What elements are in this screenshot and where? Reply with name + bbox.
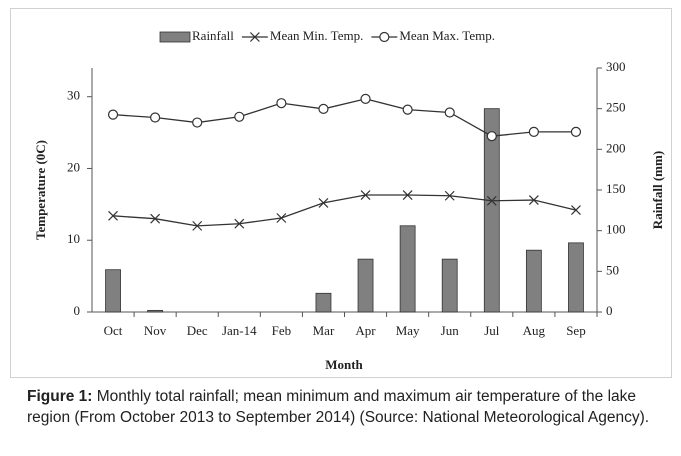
legend-label: Mean Min. Temp. (270, 28, 363, 43)
y-tick-label: 10 (67, 231, 80, 246)
marker (528, 126, 539, 137)
bar (105, 269, 121, 313)
x-tick-label: Sep (566, 323, 586, 338)
chart: Temperature (0C) Rainfall (mm) Month 0 10… (33, 28, 665, 372)
x-tick-label: Dec (187, 323, 208, 338)
bar (399, 225, 416, 313)
chart-frame (10, 8, 672, 378)
marker (318, 197, 329, 208)
line (112, 98, 576, 137)
y2-tick-label: 200 (606, 140, 626, 155)
y2-tick-label: 50 (606, 262, 619, 277)
y2-tick-label: 250 (606, 100, 626, 115)
marker (107, 109, 119, 120)
marker (150, 213, 161, 224)
x-tick-label: May (396, 323, 420, 338)
bar (483, 108, 500, 313)
y-tick-label: 0 (74, 303, 81, 318)
x-tick-label: Mar (313, 323, 335, 338)
x-axis-title: Month (325, 357, 363, 372)
marker (318, 103, 329, 115)
legend-label: Rainfall (192, 28, 234, 43)
caption-text: Monthly total rainfall; mean minimum and… (27, 388, 650, 426)
marker (192, 117, 203, 128)
y2-tick-label: 100 (606, 222, 626, 237)
y-tick-label: 30 (67, 88, 80, 103)
bar (568, 242, 584, 313)
marker (570, 126, 582, 137)
marker (360, 93, 371, 104)
marker (276, 98, 287, 109)
bar (315, 292, 332, 313)
marker (444, 190, 455, 201)
marker (444, 107, 455, 118)
x-tick-label: Jul (484, 323, 500, 338)
y2-tick-label: 0 (606, 303, 613, 318)
marker (528, 195, 539, 205)
legend-label: Mean Max. Temp. (399, 28, 495, 43)
x-tick-label: Nov (144, 323, 167, 338)
marker (276, 213, 287, 223)
x-tick-label: Feb (272, 323, 292, 338)
marker (402, 190, 413, 200)
caption: Figure 1: Monthly total rainfall; mean m… (27, 386, 667, 428)
x-tick-label: Oct (104, 323, 123, 338)
legend-swatch (159, 31, 191, 43)
y-tick-label: 20 (67, 159, 80, 174)
marker (234, 218, 245, 229)
bar (525, 249, 542, 313)
y2-tick-label: 300 (606, 59, 626, 74)
x-tick-label: Jun (441, 323, 460, 338)
marker (402, 104, 413, 115)
marker (379, 31, 390, 43)
y2-axis-title: Rainfall (mm) (650, 151, 665, 229)
y2-tick-label: 150 (606, 181, 626, 196)
bar (441, 258, 458, 313)
x-tick-label: Aug (523, 323, 546, 338)
caption-label: Figure 1: (27, 388, 93, 405)
marker (249, 32, 260, 42)
marker (486, 131, 497, 142)
x-tick-label: Apr (355, 323, 376, 338)
marker (108, 210, 118, 221)
bar (357, 258, 374, 313)
marker (150, 112, 161, 123)
x-tick-label: Jan-14 (222, 323, 257, 338)
marker (192, 220, 203, 231)
line (112, 194, 577, 227)
marker (360, 190, 371, 200)
bar (147, 309, 164, 313)
marker (571, 205, 581, 216)
marker (486, 195, 497, 206)
y-axis-title: Temperature (0C) (33, 140, 48, 240)
marker (234, 111, 245, 122)
